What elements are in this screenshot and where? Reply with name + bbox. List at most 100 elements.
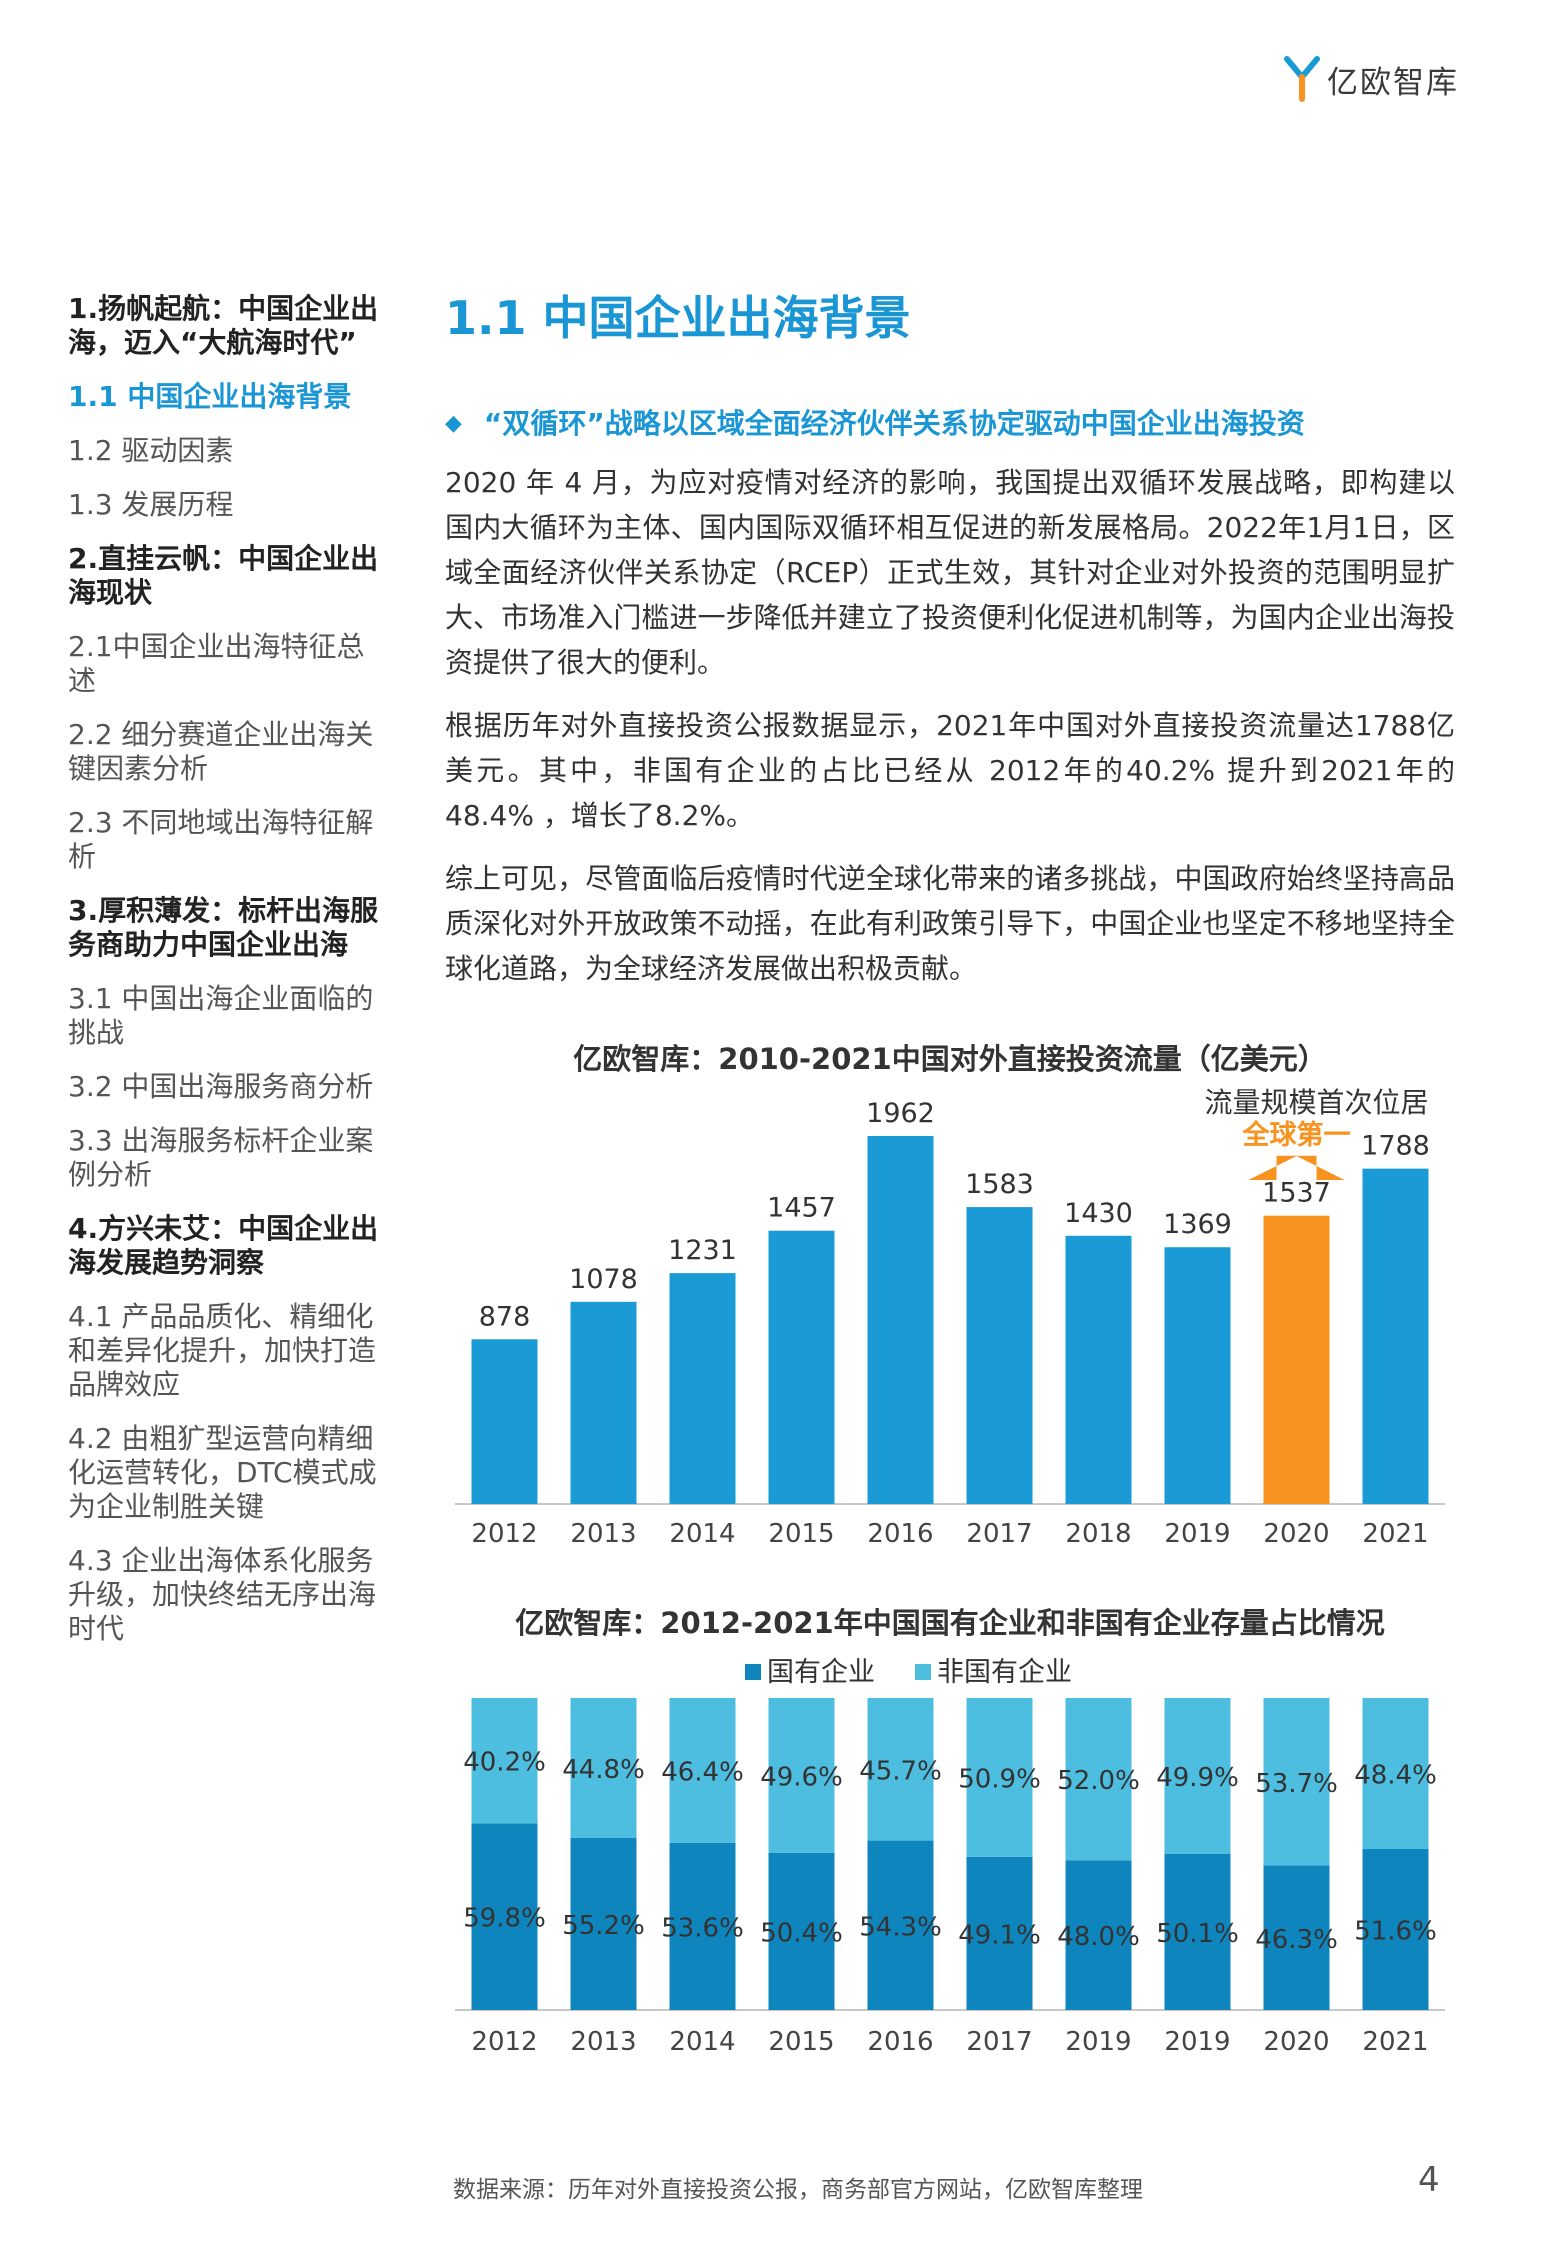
toc-item[interactable]: 4.1 产品品质化、精细化和差异化提升，加快打造品牌效应 [68,1300,377,1401]
bar-segment [471,1698,538,1824]
main-content: 1.1 中国企业出海背景 ◆ “双循环”战略以区域全面经济伙伴关系协定驱动中国企业… [445,290,1455,1009]
bar-segment [966,1698,1033,1857]
x-tick-label: 2018 [1065,1519,1131,1549]
toc-item[interactable]: 2.3 不同地域出海特征解析 [68,806,374,873]
bar [1065,1235,1132,1504]
x-tick-label: 2013 [570,1519,636,1549]
data-label: 45.7% [859,1756,942,1786]
bar-segment [867,1698,934,1841]
page-number: 4 [1418,2160,1440,2200]
bar-segment [1065,1698,1132,1861]
x-tick-label: 2021 [1362,1519,1428,1549]
toc-item[interactable]: 3.1 中国出海企业面临的挑战 [68,982,374,1049]
x-tick-label: 2015 [768,2027,834,2057]
x-tick-label: 2017 [966,1519,1032,1549]
x-tick-label: 2019 [1164,2027,1230,2057]
chart2-title: 亿欧智库：2012-2021年中国国有企业和非国有企业存量占比情况 [515,1606,1385,1640]
data-label: 49.9% [1156,1763,1239,1793]
x-tick-label: 2016 [867,2027,933,2057]
toc-item[interactable]: 2.2 细分赛道企业出海关键因素分析 [68,718,374,785]
x-tick-label: 2012 [471,2027,537,2057]
data-label: 49.1% [958,1920,1041,1950]
toc-item[interactable]: 4.3 企业出海体系化服务升级，加快终结无序出海时代 [68,1544,377,1645]
bar-segment [1065,1860,1132,2010]
bar-segment [669,1698,736,1843]
x-tick-label: 2020 [1263,2027,1329,2057]
toc-item[interactable]: 3.2 中国出海服务商分析 [68,1070,374,1103]
x-tick-label: 2019 [1164,1519,1230,1549]
brand-y-icon [1284,56,1320,102]
data-label: 1430 [1064,1198,1133,1229]
chart1-title: 亿欧智库：2010-2021中国对外直接投资流量（亿美元） [573,1042,1327,1076]
ownership-stacked-bar-chart: 国有企业 非国有企业 59.8% 40.2% 2012 55.2% 44.8% 2013 53.… [455,1657,1445,2057]
fdi-flow-bar-chart: 878 2012 1078 2013 1231 2014 1457 2015 1962 2016 1… [455,1086,1445,1549]
toc-item[interactable]: 2.1中国企业出海特征总述 [68,630,365,697]
bar [669,1273,736,1504]
data-label: 1962 [866,1098,935,1129]
data-label: 46.4% [661,1757,744,1787]
legend-swatch [915,1664,931,1680]
toc-item[interactable]: 4.2 由粗犷型运营向精细化运营转化，DTC模式成为企业制胜关键 [68,1422,377,1523]
bar [570,1301,637,1504]
data-label: 48.0% [1057,1922,1140,1952]
x-tick-label: 2014 [669,1519,735,1549]
bar [966,1207,1033,1504]
bar [471,1339,538,1504]
toc-item[interactable]: 1.2 驱动因素 [68,434,234,467]
x-tick-label: 2021 [1362,2027,1428,2057]
data-label: 1537 [1262,1178,1331,1209]
subheading: ◆ “双循环”战略以区域全面经济伙伴关系协定驱动中国企业出海投资 [445,406,1455,442]
toc-item[interactable]: 4.方兴未艾：中国企业出海发展趋势洞察 [68,1212,379,1279]
x-tick-label: 2020 [1263,1519,1329,1549]
toc-item[interactable]: 1.扬帆起航：中国企业出海，迈入“大航海时代” [68,292,379,359]
brand-logo: 亿欧智库 [1283,54,1459,104]
data-label: 53.6% [661,1913,744,1943]
data-label: 44.8% [562,1755,645,1785]
bar-segment [1164,1853,1231,2010]
x-tick-label: 2012 [471,1519,537,1549]
data-label: 49.6% [760,1762,843,1792]
diamond-bullet-icon: ◆ [445,411,462,436]
toc-item[interactable]: 3.3 出海服务标杆企业案例分析 [68,1124,374,1191]
x-tick-label: 2017 [966,2027,1032,2057]
legend-label: 非国有企业 [937,1657,1072,1688]
bar-segment [471,1823,538,2010]
bar-segment [1362,1698,1429,1850]
data-label: 51.6% [1354,1917,1437,1947]
data-label: 46.3% [1255,1925,1338,1955]
paragraph-2: 根据历年对外直接投资公报数据显示，2021年中国对外直接投资流量达1788亿美元… [445,709,1455,832]
toc-item[interactable]: 3.厚积薄发：标杆出海服务商助力中国企业出海 [68,894,379,961]
x-tick-label: 2013 [570,2027,636,2057]
bar-segment [570,1837,637,2010]
bar-segment [1164,1698,1231,1854]
data-label: 53.7% [1255,1769,1338,1799]
x-tick-label: 2015 [768,1519,834,1549]
data-label: 1583 [965,1169,1034,1200]
toc-item[interactable]: 2.直挂云帆：中国企业出海现状 [68,542,379,609]
toc-item[interactable]: 1.3 发展历程 [68,488,234,521]
data-label: 1231 [668,1235,737,1266]
legend-swatch [745,1664,761,1680]
data-label: 1457 [767,1193,836,1224]
data-label: 50.9% [958,1764,1041,1794]
bar-segment [768,1852,835,2010]
bar [867,1136,934,1504]
data-label: 878 [479,1301,531,1332]
bar-segment [768,1698,835,1853]
bar-segment [966,1856,1033,2010]
bar [1263,1215,1330,1504]
data-label: 1078 [569,1264,638,1295]
x-tick-label: 2014 [669,2027,735,2057]
toc-item[interactable]: 1.1 中国企业出海背景 [68,380,352,413]
table-of-contents: 1.扬帆起航：中国企业出海，迈入“大航海时代” 1.1 中国企业出海背景 1.2 驱… [68,292,388,1666]
data-label: 54.3% [859,1912,942,1942]
annotation-line1: 流量规模首次位居 [1204,1086,1428,1119]
bar-segment [867,1840,934,2010]
paragraph-1: 2020 年 4 月，为应对疫情对经济的影响，我国提出双循环发展战略，即构建以国… [445,466,1455,679]
annotation-line2: 全球第一 [1242,1119,1351,1151]
bar [1362,1168,1429,1504]
legend-label: 国有企业 [767,1657,875,1688]
x-tick-label: 2019 [1065,2027,1131,2057]
bar-segment [1263,1698,1330,1866]
data-label: 48.4% [1354,1761,1437,1791]
